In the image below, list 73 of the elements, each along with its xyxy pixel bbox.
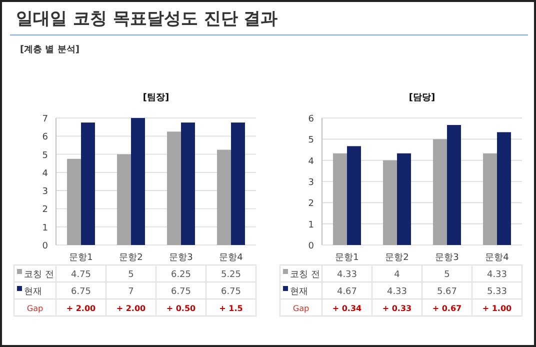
legend-label: 코칭 전 xyxy=(24,270,54,280)
y-tick-label: 4 xyxy=(42,168,48,179)
chart-title: [담당] xyxy=(408,93,436,103)
data-label: 5.33 xyxy=(486,287,508,297)
bar xyxy=(447,124,461,245)
y-tick-label: 7 xyxy=(42,114,48,124)
bar xyxy=(397,153,411,245)
bar xyxy=(497,132,511,245)
x-tick-label: 문항3 xyxy=(169,253,193,263)
bar xyxy=(383,160,397,245)
y-tick-label: 0 xyxy=(308,242,314,252)
data-label: 4 xyxy=(394,270,400,280)
y-tick-label: 0 xyxy=(42,242,48,252)
x-tick-label: 문항4 xyxy=(485,253,510,263)
text: + 1.5 xyxy=(219,304,244,313)
y-tick-label: 6 xyxy=(42,132,48,143)
y-tick-label: 3 xyxy=(42,187,48,198)
legend-label: 코칭 전 xyxy=(290,270,320,280)
y-tick-label: 4 xyxy=(308,156,314,167)
text: [계층 별 분석] xyxy=(20,45,80,55)
x-tick-label: 문항1 xyxy=(69,253,93,263)
data-label: 5.25 xyxy=(220,270,242,280)
bar xyxy=(217,150,231,245)
text: + 2.00 xyxy=(116,304,146,313)
bar xyxy=(483,153,497,245)
y-tick-label: 2 xyxy=(42,205,48,216)
text: + 0.33 xyxy=(382,304,412,313)
bar xyxy=(81,122,95,245)
data-label: 4.75 xyxy=(70,270,92,280)
x-tick-label: 문항1 xyxy=(335,253,359,263)
y-tick-label: 1 xyxy=(308,220,314,230)
text: + 0.67 xyxy=(432,304,462,313)
data-label: 6.75 xyxy=(170,287,192,297)
bar xyxy=(167,132,181,245)
text: + 1.00 xyxy=(482,304,512,313)
data-label: 7 xyxy=(128,287,134,297)
chart-title: [팀장] xyxy=(142,93,170,103)
bar xyxy=(433,139,447,245)
y-tick-label: 5 xyxy=(42,150,48,161)
y-tick-label: 2 xyxy=(308,199,314,210)
bar xyxy=(347,146,361,245)
data-label: 4.67 xyxy=(336,287,358,297)
text: + 0.34 xyxy=(332,304,362,313)
data-label: 4.33 xyxy=(386,287,408,297)
data-label: 4.33 xyxy=(486,270,508,280)
x-tick-label: 문항4 xyxy=(219,253,244,263)
text: Gap xyxy=(26,304,44,313)
y-tick-label: 5 xyxy=(308,136,314,146)
data-label: 5 xyxy=(128,270,134,280)
data-label: 6.75 xyxy=(70,287,92,297)
y-tick-label: 6 xyxy=(308,114,314,124)
data-label: 5.67 xyxy=(436,287,458,297)
x-tick-label: 문항2 xyxy=(385,253,409,263)
text: + 0.50 xyxy=(166,304,196,313)
data-label: 6.75 xyxy=(220,287,242,297)
data-label: 6.25 xyxy=(170,270,192,280)
x-tick-label: 문항3 xyxy=(435,253,459,263)
text: + 2.00 xyxy=(66,304,96,313)
bar xyxy=(181,122,195,245)
y-tick-label: 1 xyxy=(42,223,48,234)
bar xyxy=(67,158,81,245)
text: Gap xyxy=(292,304,310,313)
text: 일대일 코칭 목표달성도 진단 결과 xyxy=(16,9,278,29)
bar xyxy=(131,118,145,245)
bar xyxy=(117,154,131,245)
y-tick-label: 3 xyxy=(308,178,314,188)
bar xyxy=(231,122,245,245)
data-label: 5 xyxy=(444,270,450,280)
bar xyxy=(333,153,347,245)
legend-label: 현재 xyxy=(24,287,42,297)
x-tick-label: 문항2 xyxy=(119,253,143,263)
data-label: 4.33 xyxy=(336,270,358,280)
legend-label: 현재 xyxy=(290,287,308,297)
